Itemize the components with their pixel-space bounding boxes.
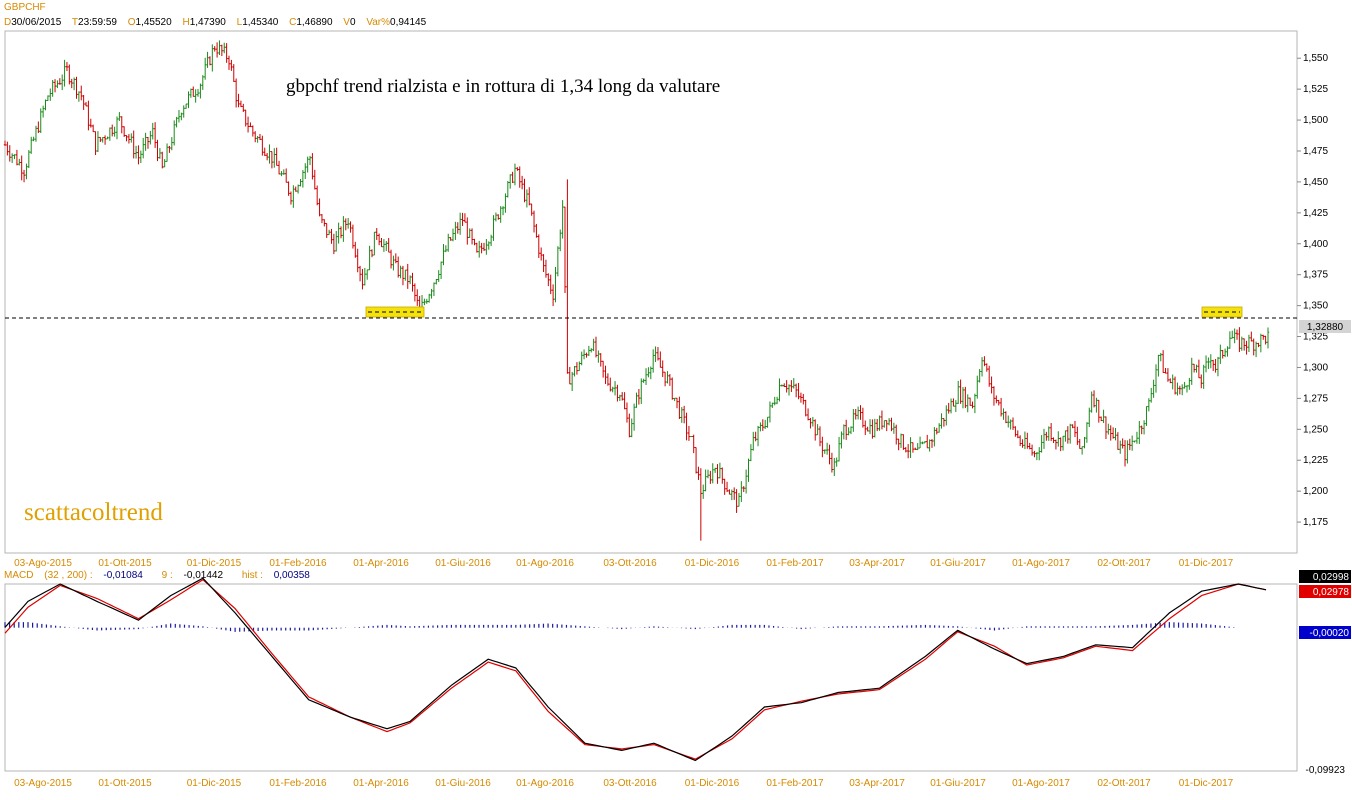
macd-axis-label-1: 0,02998 (1313, 572, 1350, 583)
x-tick-label: 03-Ott-2016 (603, 558, 657, 569)
macd-info-bar: MACD (32 , 200) : -0,01084 9 : -0,01442 … (4, 570, 310, 581)
y-tick-label: 1,275 (1303, 393, 1328, 404)
watermark: scattacoltrend (24, 499, 163, 526)
high-value: 1,47390 (189, 17, 226, 28)
x-tick-label: 01-Dic-2017 (1179, 558, 1234, 569)
y-tick-label: 1,500 (1303, 115, 1328, 126)
x-tick-label: 01-Feb-2016 (269, 558, 327, 569)
y-tick-label: 1,200 (1303, 486, 1328, 497)
y-tick-label: 1,175 (1303, 517, 1328, 528)
candles-layer (3, 40, 1270, 541)
time-value: 23:59:59 (78, 17, 117, 28)
hist-value: 0,00358 (273, 570, 310, 581)
x-tick-label: 01-Ott-2015 (98, 778, 152, 789)
var-value: 0,94145 (390, 17, 427, 28)
x-tick-label: 01-Feb-2017 (766, 558, 824, 569)
y-tick-label: 1,325 (1303, 332, 1328, 343)
x-tick-label: 01-Dic-2016 (685, 558, 740, 569)
price-y-axis: 1,175 1,200 1,225 1,250 1,275 1,300 1,325 1,350… (1297, 53, 1328, 528)
y-tick-label: 1,375 (1303, 270, 1328, 281)
macd-axis-box-3 (1299, 626, 1351, 639)
x-axis-top: 03-Ago-2015 01-Ott-2015 01-Dic-2015 01-Feb-… (14, 558, 1234, 569)
x-tick-label: 01-Apr-2016 (353, 778, 409, 789)
y-tick-label: 1,250 (1303, 424, 1328, 435)
y-tick-label: 1,525 (1303, 84, 1328, 95)
macd-axis-box-1 (1299, 570, 1351, 583)
x-tick-label: 02-Ott-2017 (1097, 558, 1151, 569)
x-tick-label: 01-Ott-2015 (98, 558, 152, 569)
y-tick-label: 1,450 (1303, 177, 1328, 188)
symbol-label: GBPCHF (4, 2, 46, 13)
x-tick-label: 01-Apr-2016 (353, 558, 409, 569)
ohlc-info-bar: D30/06/2015 T23:59:59 O1,45520 H1,47390 … (4, 17, 426, 28)
x-tick-label: 01-Giu-2016 (435, 778, 491, 789)
macd-histogram (4, 622, 1235, 632)
low-value: 1,45340 (242, 17, 279, 28)
signal-key: 9 : (161, 570, 173, 581)
chart-annotation: gbpchf trend rialzista e in rottura di 1… (286, 76, 720, 97)
macd-axis-label-4: -0,09923 (1306, 765, 1346, 776)
x-tick-label: 03-Ago-2015 (14, 558, 72, 569)
x-tick-label: 03-Apr-2017 (849, 778, 905, 789)
high-key: H (182, 17, 190, 28)
macd-line (4, 577, 1267, 762)
close-value: 1,46890 (296, 17, 333, 28)
macd-value: -0,01084 (103, 570, 143, 581)
x-tick-label: 02-Ott-2017 (1097, 778, 1151, 789)
x-tick-label: 01-Giu-2017 (930, 558, 986, 569)
x-tick-label: 03-Apr-2017 (849, 558, 905, 569)
open-value: 1,45520 (135, 17, 172, 28)
last-price-label: 1,32880 (1307, 322, 1344, 333)
x-tick-label: 01-Dic-2016 (685, 778, 740, 789)
var-key: Var% (366, 17, 391, 28)
macd-axis-label-3: -0,00020 (1310, 628, 1350, 639)
macd-axis-box-2 (1299, 585, 1351, 598)
y-tick-label: 1,350 (1303, 301, 1328, 312)
x-tick-label: 01-Feb-2016 (269, 778, 327, 789)
date-value: 30/06/2015 (11, 17, 62, 28)
y-tick-label: 1,550 (1303, 53, 1328, 64)
x-tick-label: 03-Ago-2015 (14, 778, 72, 789)
x-tick-label: 01-Ago-2016 (516, 558, 574, 569)
macd-pane-frame (4, 583, 1298, 772)
macd-params: (32 , 200) : (44, 570, 93, 581)
macd-axis-labels: 0,02998 0,02978 -0,00020 -0,09923 (1299, 570, 1351, 776)
x-tick-label: 01-Giu-2016 (435, 558, 491, 569)
time-key: T (71, 17, 79, 28)
x-tick-label: 01-Ago-2017 (1012, 558, 1070, 569)
x-tick-label: 03-Ott-2016 (603, 778, 657, 789)
signal-value: -0,01442 (183, 570, 224, 581)
macd-axis-label-2: 0,02978 (1313, 587, 1350, 598)
open-key: O (127, 17, 136, 28)
volume-key: V (343, 17, 350, 28)
x-tick-label: 01-Feb-2017 (766, 778, 824, 789)
x-axis-bottom: 03-Ago-2015 01-Ott-2015 01-Dic-2015 01-Feb-… (14, 778, 1234, 789)
last-price-box (1299, 320, 1351, 333)
x-tick-label: 01-Giu-2017 (930, 778, 986, 789)
date-key: D (4, 17, 12, 28)
y-tick-label: 1,425 (1303, 208, 1328, 219)
hist-key: hist : (241, 570, 263, 581)
highlight-box-left (365, 306, 425, 318)
x-tick-label: 01-Ago-2016 (516, 778, 574, 789)
x-tick-label: 01-Dic-2015 (187, 778, 242, 789)
y-tick-label: 1,225 (1303, 455, 1328, 466)
macd-key: MACD (4, 570, 34, 581)
y-tick-label: 1,400 (1303, 239, 1328, 250)
close-key: C (289, 17, 297, 28)
volume-value: 0 (349, 17, 356, 28)
x-tick-label: 01-Dic-2015 (187, 558, 242, 569)
low-key: L (236, 17, 243, 28)
price-pane-frame (4, 30, 1298, 554)
y-tick-label: 1,300 (1303, 362, 1328, 373)
x-tick-label: 01-Ago-2017 (1012, 778, 1070, 789)
signal-line (4, 578, 1267, 760)
x-tick-label: 01-Dic-2017 (1179, 778, 1234, 789)
y-tick-label: 1,475 (1303, 146, 1328, 157)
